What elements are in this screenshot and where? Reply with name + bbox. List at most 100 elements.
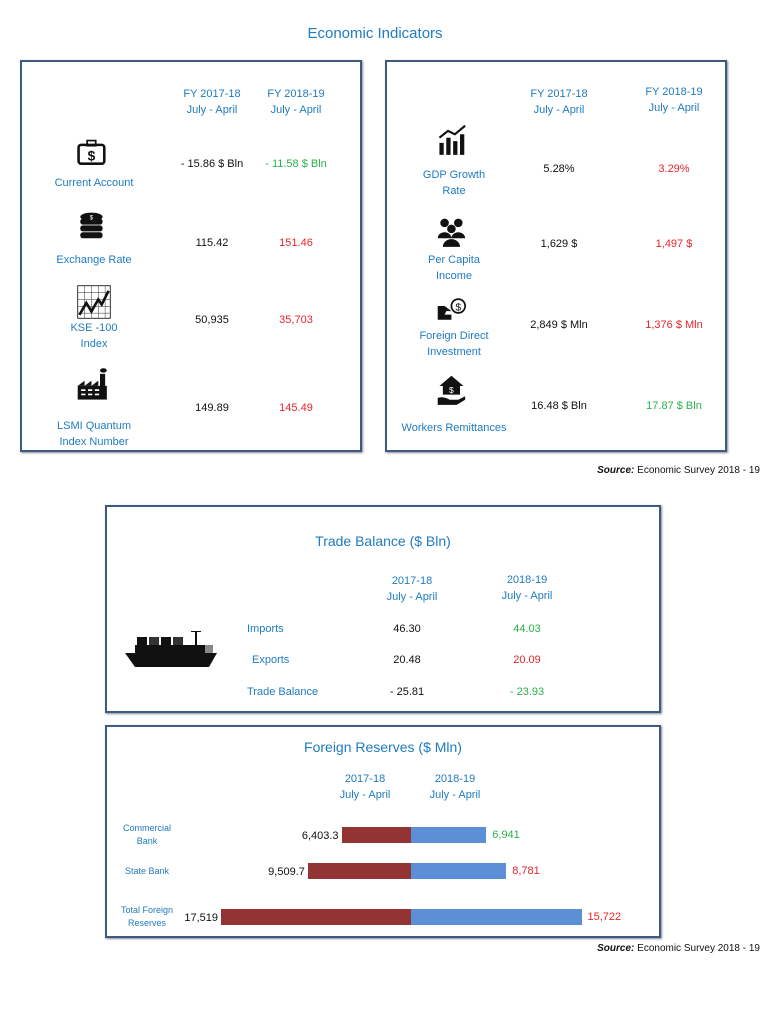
column-header-2018-19-line: July - April <box>648 102 700 114</box>
bar-2018-19 <box>411 863 507 879</box>
source-text: Economic Survey 2018 - 19 <box>634 943 760 954</box>
indicator-label: Per Capita Income <box>384 252 524 284</box>
indicator-label: Current Account <box>24 175 164 191</box>
left-indicators-panel: FY 2017-18 July - April FY 2018-19 July - A… <box>20 60 362 452</box>
trade-row-label: Trade Balance <box>247 686 319 698</box>
legend-2017-18-line: 2017-18 <box>344 773 386 785</box>
growth-bars-icon <box>436 124 472 160</box>
source-text: Economic Survey 2018 - 19 <box>634 465 760 476</box>
value-2018-19: 151.46 <box>279 237 313 249</box>
category-label-line: State Bank <box>124 865 170 876</box>
value-2017-18: 5.28% <box>543 163 575 175</box>
indicator-label: KSE -100 Index <box>24 320 164 352</box>
foreign-reserves-panel: Foreign Reserves ($ Mln) 2017-18 July - Ap… <box>105 725 661 938</box>
value-2018-19: 145.49 <box>279 402 313 414</box>
legend-2018-19: 2018-19 July - April <box>405 771 505 803</box>
column-header-2018-19-line: July - April <box>270 104 322 116</box>
category-label-line: Bank <box>136 836 158 846</box>
column-header-2017-18: FY 2017-18 July - April <box>509 86 609 118</box>
indicator-label-line: Exchange Rate <box>56 254 132 266</box>
column-header-2018-19: 2018-19 July - April <box>477 572 577 604</box>
value-2017-18: 46.30 <box>393 623 421 635</box>
value-2017-18: 149.89 <box>195 402 229 414</box>
trade-balance-title: Trade Balance ($ Bln) <box>315 533 451 549</box>
source-note-1: Source: Economic Survey 2018 - 19 <box>597 465 760 476</box>
source-label: Source: <box>597 943 635 954</box>
coin-stack-icon: $ <box>76 210 112 246</box>
data-label-2018-19: 6,941 <box>492 829 520 841</box>
trade-row-label: Imports <box>247 623 284 635</box>
indicator-label: Exchange Rate <box>24 252 164 268</box>
source-label: Source: <box>597 465 635 476</box>
indicator-label-line: Foreign Direct <box>419 330 489 342</box>
source-note-2: Source: Economic Survey 2018 - 19 <box>597 943 760 954</box>
category-label: Commercial Bank <box>107 822 187 848</box>
value-2018-19: 3.29% <box>658 163 690 175</box>
column-header-2018-19-line: 2018-19 <box>506 574 548 586</box>
bar-2018-19 <box>411 827 487 843</box>
page-title: Economic Indicators <box>307 25 443 42</box>
trade-row-label: Exports <box>252 654 290 666</box>
category-label: State Bank <box>107 865 187 878</box>
column-header-2018-19-line: FY 2018-19 <box>645 86 703 98</box>
bar-2018-19 <box>411 909 582 925</box>
trade-balance-panel: Trade Balance ($ Bln) 2017-18 July - April… <box>105 505 661 713</box>
indicator-label-line: Index <box>80 338 108 350</box>
column-header-2017-18: FY 2017-18 July - April <box>162 86 262 118</box>
briefcase-dollar-icon: $ <box>76 138 112 174</box>
category-label: Total Foreign Reserves <box>107 904 187 930</box>
indicator-label: Foreign Direct Investment <box>384 328 524 360</box>
column-header-2017-18-line: FY 2017-18 <box>530 88 588 100</box>
house-hand-icon: $ <box>436 374 472 410</box>
value-2018-19: - 11.58 $ Bln <box>265 158 327 170</box>
data-label-2018-19: 8,781 <box>512 865 540 877</box>
value-2017-18: 50,935 <box>195 314 229 326</box>
value-2018-19: 1,497 $ <box>655 238 693 250</box>
value-2018-19: 1,376 $ Mln <box>645 319 703 331</box>
category-label-line: Total Foreign <box>120 905 174 915</box>
bar-2017-18 <box>307 863 411 879</box>
bar-2017-18 <box>341 827 411 843</box>
value-2017-18: 1,629 $ <box>540 238 578 250</box>
value-2017-18: 2,849 $ Mln <box>530 319 588 331</box>
category-label-line: Commercial <box>122 823 171 833</box>
indicator-label: LSMI Quantum Index Number <box>24 418 164 450</box>
ship-icon <box>123 630 219 671</box>
column-header-2017-18-line: 2017-18 <box>391 575 433 587</box>
factory-icon <box>76 367 112 403</box>
data-label-2017-18: 6,403.3 <box>301 830 339 842</box>
indicator-label-line: Rate <box>442 185 466 197</box>
indicator-label-line: Workers Remittances <box>401 422 507 434</box>
legend-2018-19-line: 2018-19 <box>434 773 476 785</box>
legend-2017-18-line: July - April <box>339 789 391 801</box>
stock-chart-icon <box>76 284 112 320</box>
column-header-2018-19: FY 2018-19 July - April <box>624 84 724 116</box>
column-header-2018-19: FY 2018-19 July - April <box>246 86 346 118</box>
legend-2017-18: 2017-18 July - April <box>315 771 415 803</box>
hand-dollar-icon: $ <box>436 294 472 330</box>
svg-text:$: $ <box>455 302 461 313</box>
svg-text:$: $ <box>90 215 94 221</box>
indicator-label: GDP Growth Rate <box>384 167 524 199</box>
value-2018-19: 44.03 <box>513 623 541 635</box>
value-2018-19: 17.87 $ Bln <box>646 400 702 412</box>
indicator-label-line: KSE -100 <box>70 322 118 334</box>
value-2018-19: - 23.93 <box>509 686 545 698</box>
value-2018-19: 20.09 <box>513 654 541 666</box>
column-header-2017-18-line: July - April <box>386 591 438 603</box>
data-label-2018-19: 15,722 <box>587 911 622 923</box>
indicator-label-line: Income <box>435 270 473 282</box>
indicator-label-line: LSMI Quantum <box>57 420 131 432</box>
column-header-2017-18: 2017-18 July - April <box>362 573 462 605</box>
indicator-label-line: Index Number <box>59 436 129 448</box>
indicator-label-line: Per Capita <box>428 254 480 266</box>
column-header-2017-18-line: FY 2017-18 <box>183 88 241 100</box>
column-header-2018-19-line: FY 2018-19 <box>267 88 325 100</box>
value-2018-19: 35,703 <box>279 314 313 326</box>
legend-2018-19-line: July - April <box>429 789 481 801</box>
value-2017-18: - 25.81 <box>389 686 425 698</box>
bar-2017-18 <box>221 909 411 925</box>
indicator-label-line: Investment <box>427 346 481 358</box>
svg-text:$: $ <box>88 148 96 163</box>
indicator-label-line: GDP Growth <box>422 169 486 181</box>
